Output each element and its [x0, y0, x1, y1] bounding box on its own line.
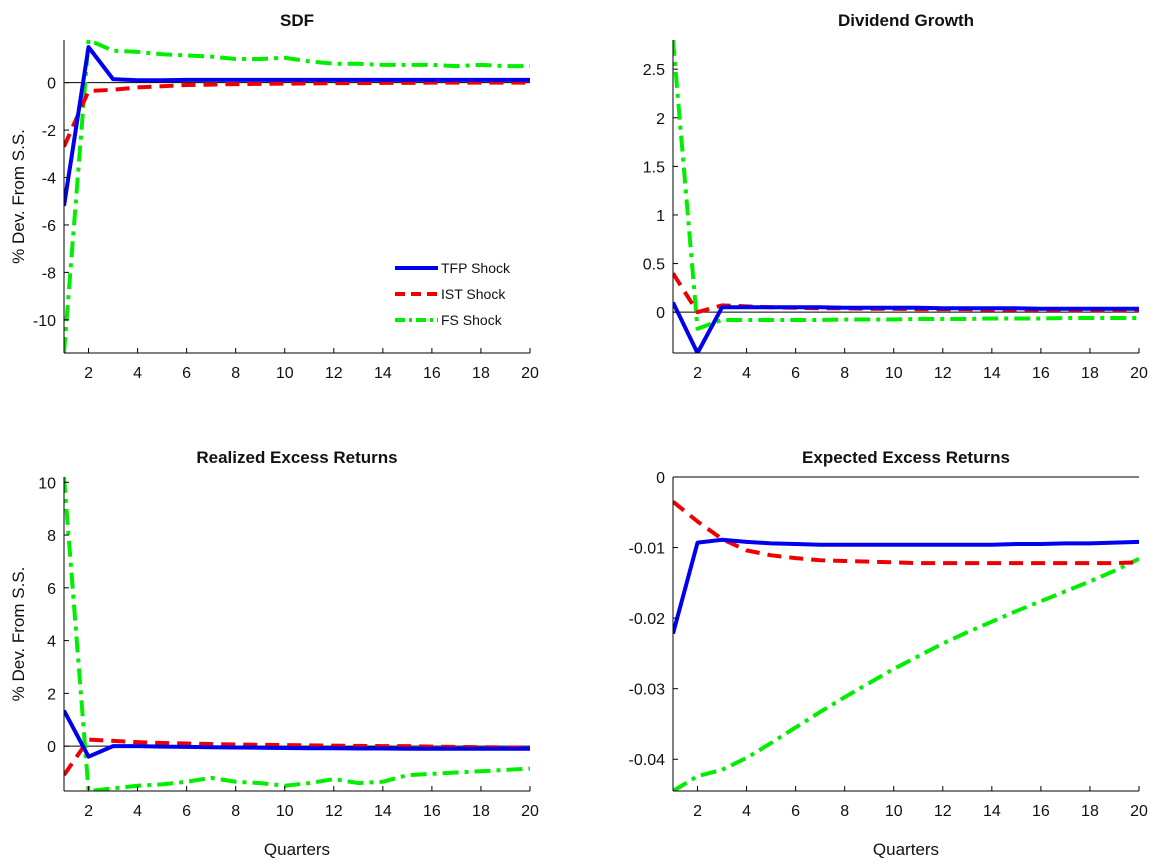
chart-title: Expected Excess Returns — [802, 448, 1010, 467]
x-tick-label: 6 — [791, 365, 800, 382]
x-tick-label: 18 — [472, 365, 490, 382]
y-tick-label: -10 — [33, 313, 56, 330]
series-line-fs — [64, 477, 530, 791]
legend: TFP Shock IST Shock FS Shock — [395, 260, 511, 328]
x-axis-label: Quarters — [873, 840, 939, 859]
x-tick-label: 2 — [693, 365, 702, 382]
y-tick-label: 2 — [47, 686, 56, 703]
y-axis-label: % Dev. From S.S. — [9, 567, 28, 702]
chart-title: Dividend Growth — [838, 11, 974, 30]
y-tick-label: 2.5 — [643, 62, 665, 79]
y-tick-label: 0.5 — [643, 257, 665, 274]
y-tick-label: 1 — [656, 208, 665, 225]
series-line-ist — [673, 500, 1139, 566]
x-tick-label: 14 — [374, 803, 392, 820]
x-tick-label: 18 — [472, 803, 490, 820]
y-tick-label: 0 — [656, 305, 665, 322]
legend-label-tfp: TFP Shock — [441, 260, 511, 276]
x-tick-label: 10 — [276, 365, 294, 382]
x-tick-label: 14 — [983, 365, 1001, 382]
x-tick-label: 16 — [1032, 803, 1050, 820]
y-tick-label: 10 — [38, 475, 56, 492]
chart-panel-4: 2 4 6 8 10 12 14 16 18 20 -0.04 -0.03 -0.02 -0.01 0 Exp… — [629, 448, 1148, 859]
y-tick-label: -2 — [42, 123, 56, 140]
series-line-fs — [673, 557, 1139, 791]
y-tick-label: 0 — [47, 76, 56, 93]
series-line-fs — [64, 40, 530, 353]
x-tick-label: 12 — [325, 365, 343, 382]
y-tick-label: 0 — [47, 739, 56, 756]
x-tick-label: 16 — [423, 365, 441, 382]
chart-panel-1: 2 4 6 8 10 12 14 16 18 20 -10 -8 -6 -4 -2 0 SDF % Dev. Fr… — [9, 11, 539, 382]
series-line-tfp — [64, 709, 530, 759]
y-tick-label: 6 — [47, 581, 56, 598]
x-tick-label: 20 — [1130, 803, 1148, 820]
y-tick-label: 2 — [656, 111, 665, 128]
x-tick-label: 6 — [182, 365, 191, 382]
series-line-tfp — [673, 301, 1139, 353]
chart-panel-3: 2 4 6 8 10 12 14 16 18 20 0 2 4 6 8 10 Realized Excess R… — [9, 448, 539, 859]
x-tick-label: 6 — [791, 803, 800, 820]
y-tick-label: 4 — [47, 634, 56, 651]
x-tick-label: 8 — [840, 365, 849, 382]
x-tick-label: 2 — [84, 803, 93, 820]
x-tick-label: 12 — [934, 365, 952, 382]
series-line-tfp — [64, 45, 530, 207]
y-tick-label: -0.04 — [629, 752, 666, 769]
x-tick-label: 12 — [325, 803, 343, 820]
y-tick-label: -0.01 — [629, 541, 666, 558]
x-tick-label: 10 — [885, 803, 903, 820]
x-tick-label: 20 — [521, 365, 539, 382]
x-tick-label: 18 — [1081, 365, 1099, 382]
x-tick-label: 18 — [1081, 803, 1099, 820]
x-tick-label: 16 — [423, 803, 441, 820]
x-tick-label: 8 — [231, 803, 240, 820]
legend-label-ist: IST Shock — [441, 286, 506, 302]
legend-label-fs: FS Shock — [441, 312, 503, 328]
x-tick-label: 14 — [983, 803, 1001, 820]
y-tick-label: -6 — [42, 218, 56, 235]
x-tick-label: 10 — [276, 803, 294, 820]
x-tick-label: 14 — [374, 365, 392, 382]
y-tick-label: 8 — [47, 528, 56, 545]
chart-title: SDF — [280, 11, 314, 30]
y-tick-label: -8 — [42, 265, 56, 282]
x-tick-label: 20 — [1130, 365, 1148, 382]
x-tick-label: 2 — [84, 365, 93, 382]
x-tick-label: 2 — [693, 803, 702, 820]
x-tick-label: 6 — [182, 803, 191, 820]
x-axis-label: Quarters — [264, 840, 330, 859]
series-line-ist — [64, 80, 530, 148]
x-tick-label: 16 — [1032, 365, 1050, 382]
x-tick-label: 10 — [885, 365, 903, 382]
x-tick-label: 8 — [840, 803, 849, 820]
x-tick-label: 4 — [133, 365, 142, 382]
chart-title: Realized Excess Returns — [196, 448, 397, 467]
x-tick-label: 20 — [521, 803, 539, 820]
y-tick-label: -0.02 — [629, 611, 666, 628]
x-tick-label: 4 — [742, 365, 751, 382]
x-tick-label: 4 — [742, 803, 751, 820]
x-tick-label: 4 — [133, 803, 142, 820]
y-tick-label: -4 — [42, 171, 56, 188]
series-line-tfp — [673, 537, 1139, 635]
y-tick-label: -0.03 — [629, 682, 666, 699]
chart-panel-2: 2 4 6 8 10 12 14 16 18 20 0 0.5 1 1.5 2 2.5 Dividend Gro… — [643, 11, 1148, 382]
series-line-fs — [673, 40, 1139, 331]
y-tick-label: 0 — [656, 470, 665, 487]
x-tick-label: 12 — [934, 803, 952, 820]
x-tick-label: 8 — [231, 365, 240, 382]
y-tick-label: 1.5 — [643, 159, 665, 176]
y-axis-label: % Dev. From S.S. — [9, 129, 28, 264]
